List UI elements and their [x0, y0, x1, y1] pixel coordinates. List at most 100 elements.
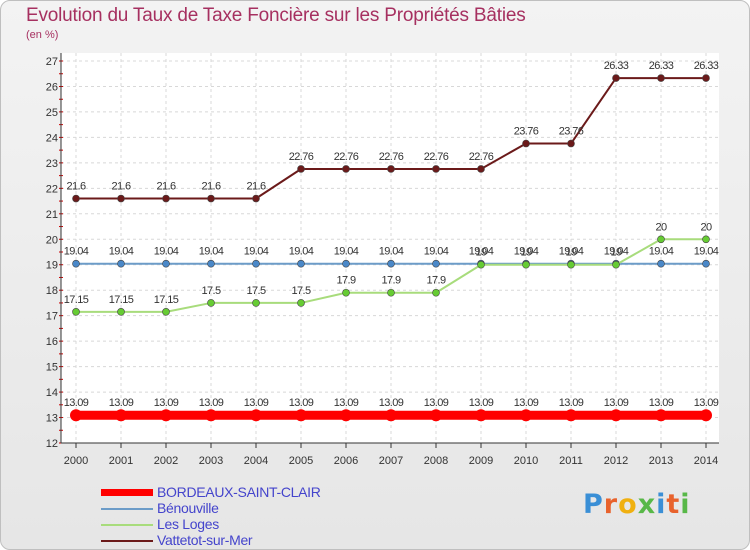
legend-label: BORDEAUX-SAINT-CLAIR [157, 484, 321, 500]
data-point [72, 308, 80, 316]
data-label: 19.04 [289, 246, 314, 258]
data-label: 13.09 [244, 397, 269, 409]
x-tick-label: 2000 [64, 455, 88, 467]
legend-label: Bénouville [157, 500, 219, 516]
data-label: 21.6 [156, 181, 175, 193]
data-label: 19.04 [469, 246, 494, 258]
x-tick-label: 2006 [334, 455, 358, 467]
data-point [610, 409, 622, 422]
data-point [432, 259, 440, 268]
data-label: 21.6 [66, 181, 85, 193]
y-tick-label: 25 [46, 107, 58, 119]
data-point [250, 409, 262, 422]
x-tick-label: 2003 [199, 455, 223, 467]
data-label: 13.09 [694, 397, 719, 409]
proxiti-logo: Proxiti [583, 489, 691, 520]
legend-swatch [101, 489, 153, 496]
data-label: 19.04 [64, 246, 89, 258]
data-label: 19 [520, 247, 532, 259]
data-label: 19 [610, 247, 622, 259]
data-label: 19.04 [154, 246, 179, 258]
data-point [387, 259, 395, 268]
y-tick-label: 14 [46, 387, 58, 399]
data-point [477, 260, 485, 269]
data-point [342, 288, 350, 297]
data-label: 19.04 [244, 246, 269, 258]
data-label: 13.09 [334, 397, 359, 409]
x-tick-label: 2004 [244, 455, 268, 467]
legend-label: Les Loges [157, 516, 219, 532]
data-label: 13.09 [109, 397, 134, 409]
data-label: 13.09 [64, 397, 89, 409]
x-tick-label: 2002 [154, 455, 178, 467]
data-label: 19.04 [694, 246, 719, 258]
data-label: 19.04 [559, 246, 584, 258]
data-label: 20 [700, 221, 712, 233]
data-point [520, 409, 532, 422]
x-tick-label: 2009 [469, 455, 493, 467]
data-label: 21.6 [246, 181, 265, 193]
y-tick-label: 19 [46, 260, 58, 272]
data-point [387, 165, 395, 173]
data-label: 19.04 [199, 246, 224, 258]
data-point [117, 194, 125, 203]
data-label: 13.09 [559, 397, 584, 409]
data-point [657, 235, 665, 244]
data-point [430, 409, 442, 422]
data-label: 21.6 [111, 181, 130, 193]
data-point [477, 165, 485, 173]
data-label: 23.76 [514, 126, 539, 138]
y-tick-label: 16 [46, 336, 58, 348]
data-point [297, 299, 305, 307]
data-label: 22.76 [469, 151, 494, 163]
data-point [160, 409, 172, 422]
data-label: 13.09 [379, 397, 404, 409]
data-point [522, 139, 530, 148]
data-point [702, 74, 710, 82]
data-point [702, 259, 710, 268]
data-point [657, 259, 665, 268]
data-point [252, 194, 260, 203]
legend-swatch [101, 524, 153, 526]
data-point [297, 259, 305, 268]
data-point [115, 409, 127, 422]
data-label: 23.76 [559, 126, 584, 138]
data-label: 17.9 [426, 275, 445, 287]
data-point [342, 165, 350, 173]
data-label: 19.04 [649, 246, 674, 258]
data-label: 13.09 [469, 397, 494, 409]
data-label: 19.04 [109, 246, 134, 258]
x-tick-label: 2014 [694, 455, 718, 467]
data-label: 17.9 [381, 275, 400, 287]
data-label: 17.9 [336, 275, 355, 287]
data-point [295, 409, 307, 422]
unit-label: (en %) [26, 29, 59, 41]
x-tick-label: 2010 [514, 455, 538, 467]
data-label: 17.5 [246, 285, 265, 297]
data-point [162, 308, 170, 316]
y-tick-label: 21 [46, 209, 58, 221]
data-label: 17.5 [291, 285, 310, 297]
x-tick-label: 2011 [559, 455, 583, 467]
data-label: 19 [475, 247, 487, 259]
data-point [252, 259, 260, 268]
y-tick-label: 17 [46, 311, 58, 323]
x-tick-label: 2013 [649, 455, 673, 467]
data-label: 13.09 [649, 397, 674, 409]
data-point [252, 299, 260, 307]
data-point [72, 194, 80, 203]
data-label: 17.5 [201, 285, 220, 297]
legend-swatch [101, 540, 153, 542]
legend-label: Vattetot-sur-Mer [157, 532, 253, 548]
data-point [700, 409, 712, 422]
y-tick-label: 23 [46, 158, 58, 170]
data-point [117, 308, 125, 316]
data-point [387, 288, 395, 297]
data-point [612, 74, 620, 82]
data-label: 19.04 [604, 246, 629, 258]
data-point [702, 235, 710, 244]
plot-area [61, 53, 719, 443]
x-tick-label: 2008 [424, 455, 448, 467]
data-label: 13.09 [514, 397, 539, 409]
